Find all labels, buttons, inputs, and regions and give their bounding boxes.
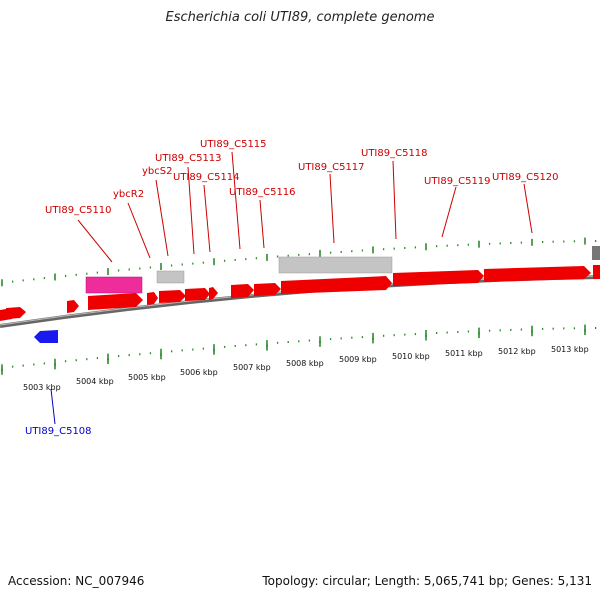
scale-label: 5004 kbp xyxy=(76,377,114,386)
gene-arrow[interactable] xyxy=(67,300,79,313)
outer-tick-row xyxy=(1,237,597,287)
scale-label: 5013 kbp xyxy=(551,345,589,354)
gene-label[interactable]: UTI89_C5114 xyxy=(173,172,240,183)
gene-label[interactable]: UTI89_C5115 xyxy=(200,139,267,150)
gene-ybcR2[interactable] xyxy=(85,276,143,294)
gene-ybcS2[interactable] xyxy=(156,270,185,284)
gene-edge-grey[interactable] xyxy=(592,246,600,260)
gene-label[interactable]: UTI89_C5110 xyxy=(45,205,112,216)
gene-UTI89_C5117[interactable] xyxy=(278,256,393,274)
scale-tick-row xyxy=(1,329,586,375)
gene-label[interactable]: UTI89_C5118 xyxy=(361,148,428,159)
gene-label[interactable]: ybcS2 xyxy=(142,166,172,177)
gene-arrow[interactable] xyxy=(254,283,281,296)
gene-arrow[interactable] xyxy=(281,276,392,294)
scale-label: 5008 kbp xyxy=(286,359,324,368)
scale-label: 5007 kbp xyxy=(233,363,271,372)
gene-arrow[interactable] xyxy=(231,284,254,298)
gene-label[interactable]: UTI89_C5108 xyxy=(25,426,92,437)
gene-arrow[interactable] xyxy=(159,290,186,303)
label-connector-bottom xyxy=(50,388,56,425)
inner-tick-row xyxy=(1,324,597,372)
accession-text: Accession: NC_007946 xyxy=(8,574,145,588)
gene-arrow[interactable] xyxy=(393,270,484,286)
gene-arrow[interactable] xyxy=(6,307,26,319)
gene-label[interactable]: UTI89_C5116 xyxy=(229,187,296,198)
gene-label[interactable]: UTI89_C5120 xyxy=(492,172,559,183)
gene-label[interactable]: ybcR2 xyxy=(113,189,144,200)
scale-label: 5009 kbp xyxy=(339,355,377,364)
gene-arrow[interactable] xyxy=(88,293,143,310)
forward-genes xyxy=(0,265,600,321)
gene-edge-red[interactable] xyxy=(593,265,600,279)
gene-UTI89_C5108[interactable] xyxy=(34,330,58,343)
label-connectors-top xyxy=(77,151,533,263)
gene-label[interactable]: UTI89_C5113 xyxy=(155,153,222,164)
gene-arrow[interactable] xyxy=(147,292,158,305)
gene-arrow[interactable] xyxy=(209,287,218,300)
gene-label[interactable]: UTI89_C5117 xyxy=(298,162,365,173)
gene-arrow[interactable] xyxy=(484,266,591,282)
scale-label: 5011 kbp xyxy=(445,349,483,358)
scale-labels: 5003 kbp 5004 kbp 5005 kbp 5006 kbp 5007… xyxy=(23,345,589,392)
scale-label: 5005 kbp xyxy=(128,373,166,382)
scale-label: 5010 kbp xyxy=(392,352,430,361)
gene-label[interactable]: UTI89_C5119 xyxy=(424,176,491,187)
topology-stats-text: Topology: circular; Length: 5,065,741 bp… xyxy=(262,574,592,588)
scale-label: 5003 kbp xyxy=(23,383,61,392)
scale-label: 5006 kbp xyxy=(180,368,218,377)
gene-arrow[interactable] xyxy=(185,288,210,301)
map-title: Escherichia coli UTI89, complete genome xyxy=(165,10,435,25)
gene-labels-top: UTI89_C5110 ybcR2 ybcS2 UTI89_C5113 UTI8… xyxy=(45,139,559,216)
scale-label: 5012 kbp xyxy=(498,347,536,356)
